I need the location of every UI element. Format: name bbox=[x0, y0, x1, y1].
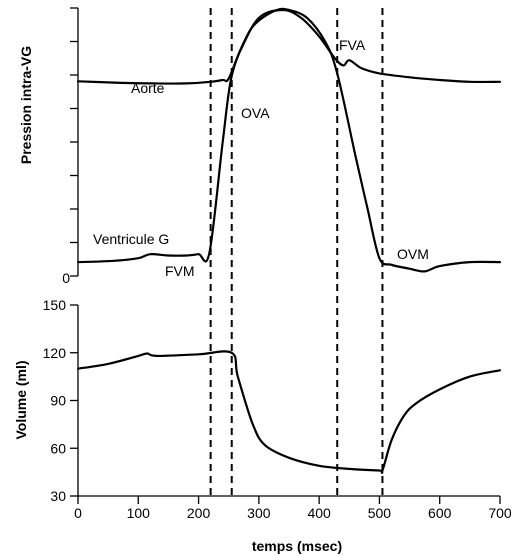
lv-pressure-curve bbox=[76, 7, 502, 273]
volume-x-tick-label: 300 bbox=[247, 505, 271, 521]
volume-y-axis-title: Volume (ml) bbox=[13, 360, 29, 439]
volume-x-tick-label: 400 bbox=[307, 505, 331, 521]
volume-x-tick-label: 700 bbox=[488, 505, 512, 521]
volume-x-tick-label: 0 bbox=[74, 505, 82, 521]
annotation-ventricule-g: Ventricule G bbox=[93, 231, 169, 247]
volume-y-ticks bbox=[70, 304, 78, 497]
volume-x-tick-label: 500 bbox=[368, 505, 392, 521]
volume-y-tick-label: 30 bbox=[50, 488, 66, 504]
volume-y-tick-label: 120 bbox=[43, 345, 67, 361]
pressure-y-tick-label-0: 0 bbox=[62, 270, 70, 286]
pressure-chart: 0 Pression intra-VG Aorte OVA FVA Ventri… bbox=[18, 7, 502, 286]
volume-y-tick-label: 90 bbox=[50, 393, 66, 409]
valve-event-markers bbox=[209, 8, 384, 496]
pressure-y-axis-title: Pression intra-VG bbox=[18, 46, 34, 164]
volume-x-tick-labels: 0 100 200 300 400 500 600 700 bbox=[74, 505, 512, 521]
annotation-ovm: OVM bbox=[397, 246, 429, 262]
volume-chart: 30 60 90 120 150 0 100 200 300 400 500 600 700 Volu… bbox=[13, 297, 512, 554]
volume-x-tick-label: 100 bbox=[127, 505, 151, 521]
annotation-ova: OVA bbox=[241, 105, 270, 121]
volume-y-tick-label: 150 bbox=[43, 297, 67, 313]
volume-x-axis-title: temps (msec) bbox=[252, 538, 342, 554]
annotation-aorte: Aorte bbox=[131, 80, 165, 96]
volume-x-ticks bbox=[77, 496, 501, 504]
volume-x-tick-label: 600 bbox=[428, 505, 452, 521]
aorta-pressure-curve bbox=[76, 8, 502, 85]
volume-y-tick-label: 60 bbox=[50, 440, 66, 456]
volume-curve bbox=[76, 350, 502, 474]
annotation-fva: FVA bbox=[339, 37, 366, 53]
volume-x-tick-label: 200 bbox=[187, 505, 211, 521]
annotation-fvm: FVM bbox=[165, 263, 195, 279]
volume-y-tick-labels: 30 60 90 120 150 bbox=[43, 297, 67, 504]
pressure-y-ticks bbox=[70, 7, 78, 277]
